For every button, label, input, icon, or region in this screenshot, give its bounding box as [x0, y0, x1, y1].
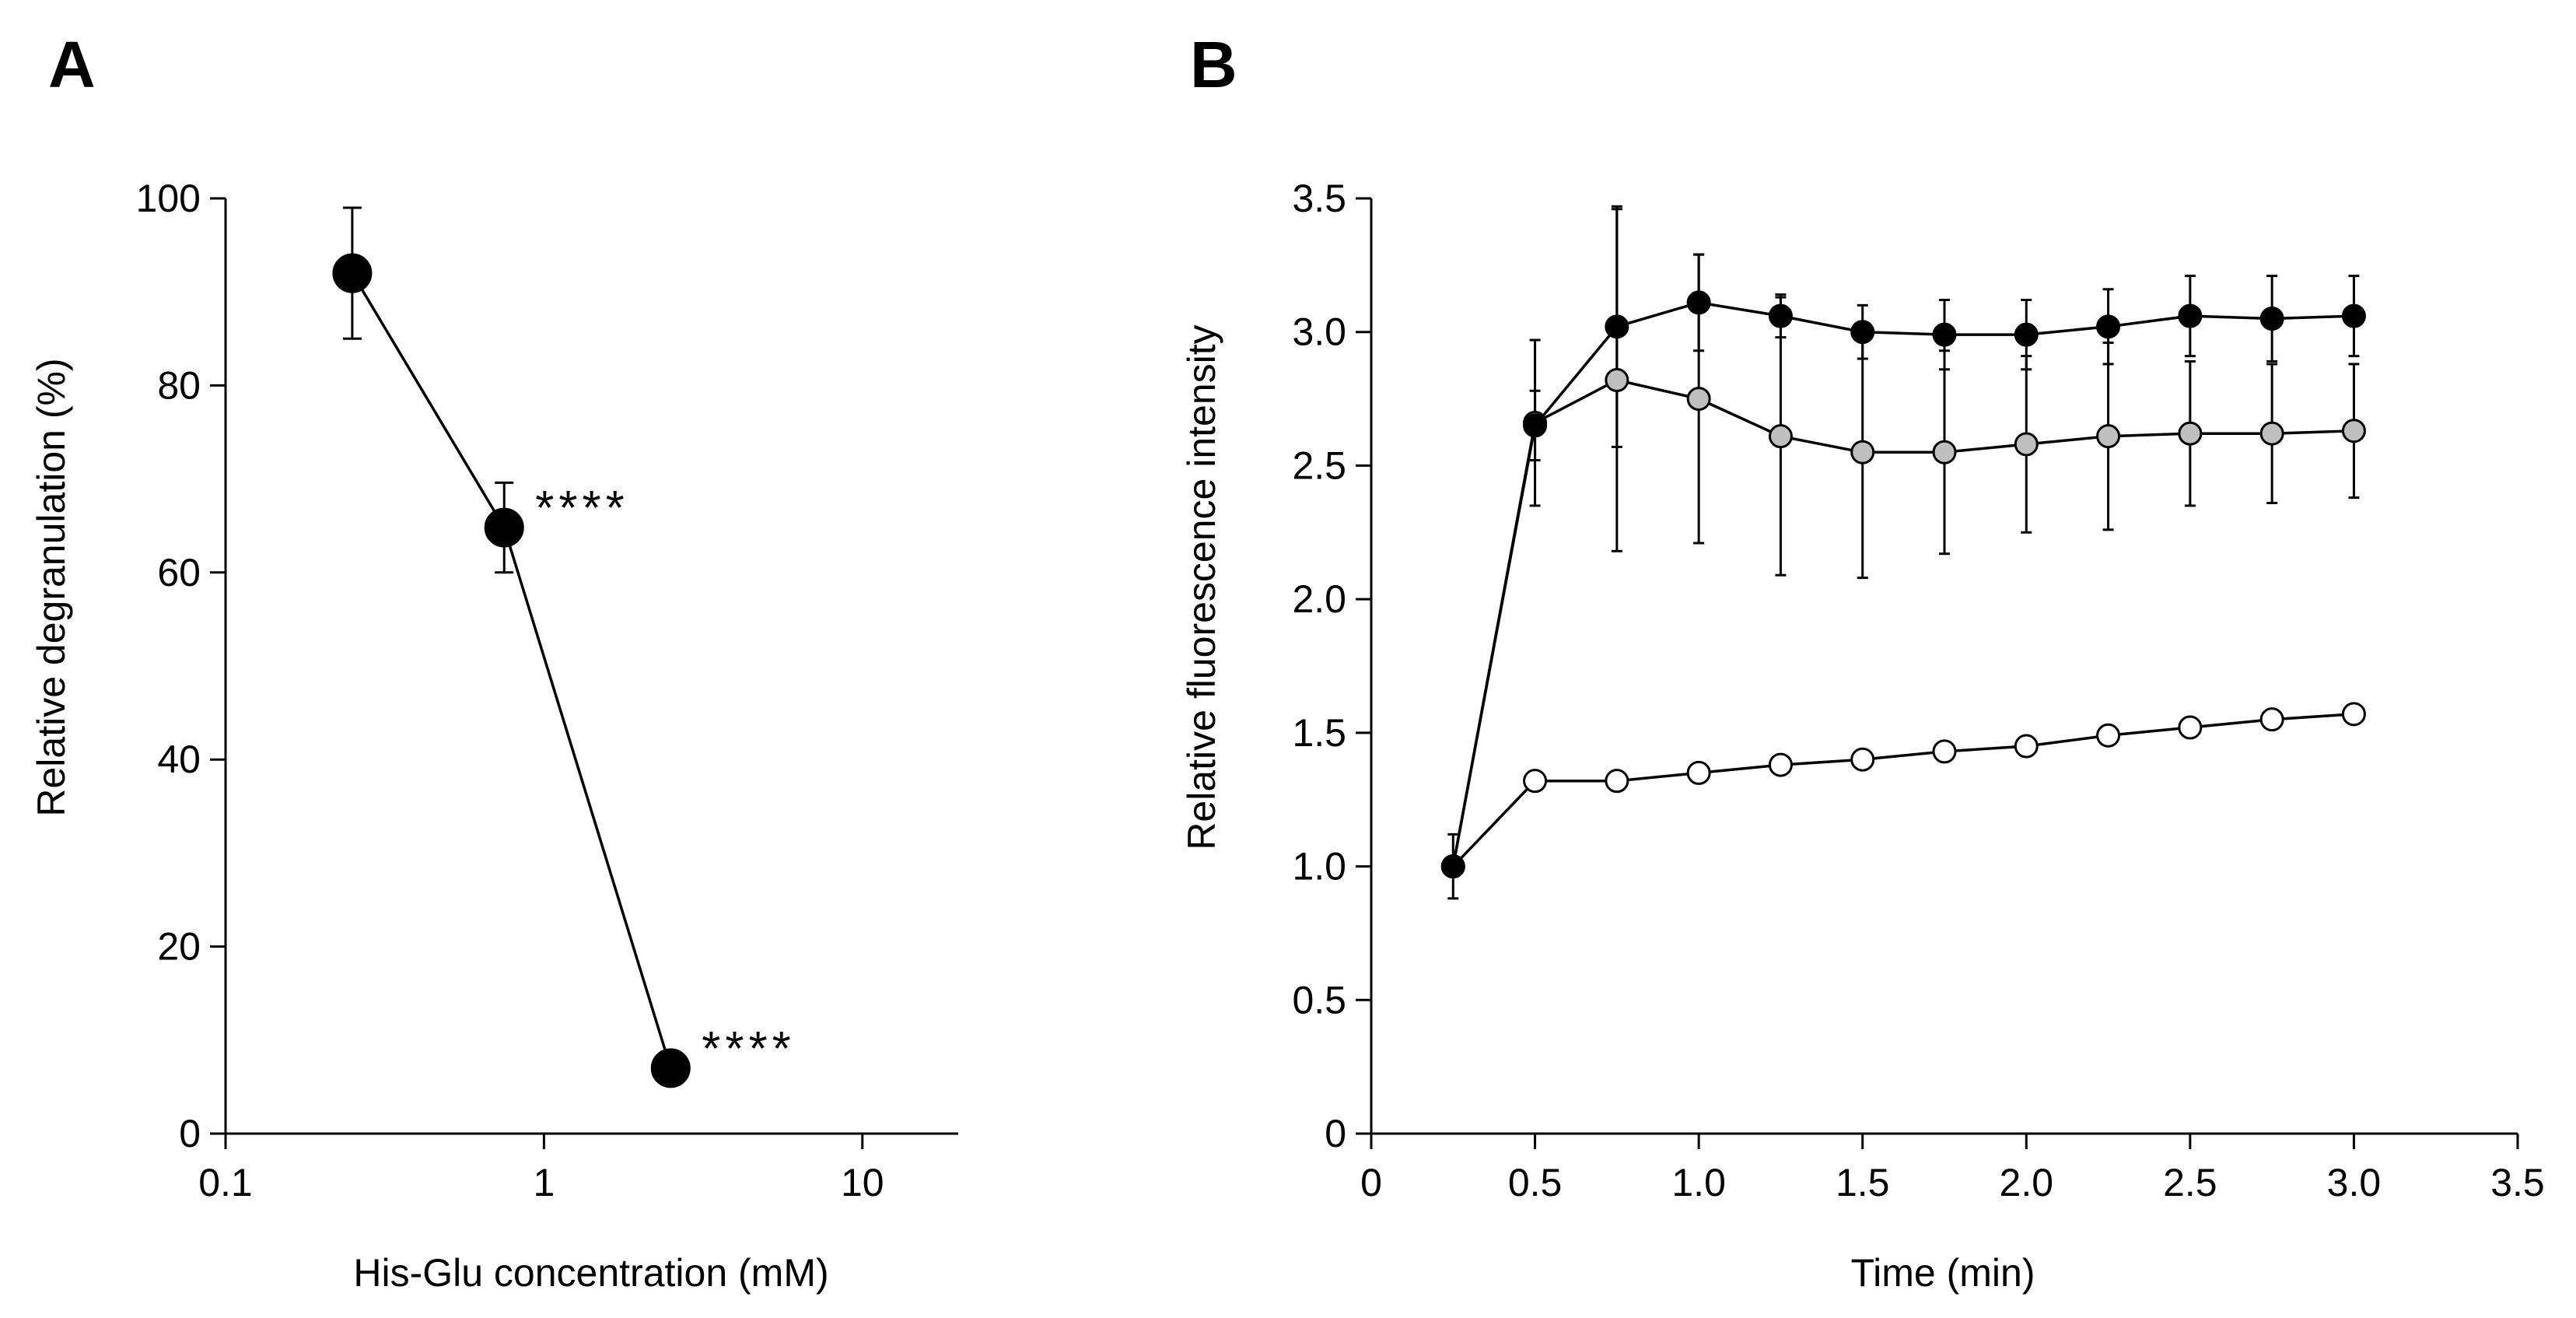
panel-b-data-point-white — [1768, 752, 1793, 777]
panel-b-data-point-black — [1686, 290, 1711, 315]
panel-b-y-tick-label: 3.0 — [1292, 310, 1346, 354]
panel-b-x-tick-label: 0.5 — [1508, 1161, 1563, 1204]
chart-panel-a: 0 20 40 60 80 100 0.1 1 10 **** **** His-Glu conc… — [30, 177, 958, 1295]
panel-b-data-point-black — [1850, 320, 1875, 345]
panel-b-x-tick-label: 1.0 — [1671, 1161, 1726, 1204]
panel-a-data-point — [650, 1048, 691, 1088]
panel-a-y-tick-label: 80 — [157, 363, 201, 407]
panel-a-x-axis-title: His-Glu concentration (mM) — [353, 1251, 828, 1295]
panel-b-y-tick-label: 0.5 — [1292, 978, 1346, 1022]
panel-b-data-point-black — [1768, 303, 1793, 328]
panel-a-x-tick-label: 10 — [841, 1161, 884, 1204]
panel-b-data-point-black — [2096, 314, 2121, 339]
panel-b-series-line-white — [1452, 713, 2354, 868]
panel-a-y-tick-label: 100 — [136, 177, 201, 220]
panel-b-marks — [1440, 205, 2366, 900]
panel-a-x-tick-label: 0.1 — [198, 1161, 253, 1204]
panel-b-data-point-gray — [2014, 432, 2039, 457]
panel-b-data-point-white — [1605, 769, 1629, 794]
panel-b-data-point-black — [1932, 322, 1957, 347]
panel-b-data-point-gray — [1932, 440, 1957, 464]
panel-b-data-point-white — [1850, 747, 1875, 772]
panel-b-series-line-gray — [1451, 378, 2354, 867]
panel-b-data-point-white — [2259, 707, 2284, 732]
panel-b-data-point-white — [2014, 734, 2039, 759]
panel-b-data-point-white — [1932, 739, 1957, 764]
chart-panel-b: 0 0.5 1.0 1.5 2.0 2.5 3.0 3.5 0 0.5 1.0 1.5 2.0 2.5 3.… — [1180, 177, 2545, 1295]
panel-b-data-point-gray — [1686, 387, 1711, 412]
panel-b-label: B — [1190, 28, 1237, 101]
panel-b-data-point-black — [2178, 303, 2203, 328]
panel-b-data-point-gray — [2178, 421, 2203, 446]
panel-b-data-point-black — [1523, 413, 1548, 438]
panel-a-y-tick-label: 0 — [179, 1112, 201, 1155]
panel-a-label: A — [48, 28, 96, 101]
panel-b-data-point-black — [2014, 322, 2039, 347]
panel-b-x-tick-label: 3.5 — [2490, 1161, 2545, 1204]
panel-b-data-point-gray — [2096, 424, 2121, 449]
panel-a-significance-label: **** — [535, 482, 629, 535]
panel-b-data-point-gray — [1605, 368, 1629, 393]
panel-b-data-point-black — [2259, 307, 2284, 331]
panel-b-data-point-gray — [1768, 424, 1793, 449]
panel-b-axes: 0 0.5 1.0 1.5 2.0 2.5 3.0 3.5 0 0.5 1.0 1.5 2.0 2.5 3.… — [1292, 177, 2544, 1204]
panel-b-data-point-black — [1605, 314, 1629, 339]
panel-b-data-point-black — [1440, 854, 1465, 879]
panel-b-x-tick-label: 2.5 — [2163, 1161, 2217, 1204]
panel-a-y-tick-label: 40 — [157, 738, 201, 781]
panel-b-x-tick-label: 2.0 — [2000, 1161, 2054, 1204]
panel-b-x-tick-label: 3.0 — [2327, 1161, 2382, 1204]
panel-a-y-tick-label: 60 — [157, 551, 201, 594]
panel-b-y-tick-label: 1.0 — [1292, 845, 1346, 889]
panel-b-y-tick-label: 2.0 — [1292, 577, 1346, 621]
panel-a-x-tick-label: 1 — [533, 1161, 555, 1204]
panel-b-y-tick-label: 1.5 — [1292, 711, 1346, 755]
panel-b-series-line-black — [1451, 301, 2354, 867]
panel-a-significance-label: **** — [702, 1022, 796, 1076]
panel-a-data-point — [484, 507, 524, 548]
panel-a-y-tick-label: 20 — [157, 925, 201, 969]
panel-a-axes: 0 20 40 60 80 100 0.1 1 10 — [136, 177, 958, 1204]
panel-b-data-point-white — [1523, 769, 1548, 794]
panel-b-x-tick-label: 1.5 — [1836, 1161, 1890, 1204]
panel-b-data-point-white — [1686, 760, 1711, 785]
panel-b-data-point-black — [2341, 303, 2366, 328]
panel-b-x-tick-label: 0 — [1360, 1161, 1382, 1204]
panel-b-data-point-white — [2096, 723, 2121, 748]
panel-a-marks: **** **** — [332, 206, 796, 1088]
panel-b-data-point-gray — [2341, 419, 2366, 443]
panel-b-data-point-white — [2178, 715, 2203, 740]
panel-a-y-axis-title: Relative degranulation (%) — [30, 358, 73, 816]
panel-b-y-tick-label: 2.5 — [1292, 443, 1346, 487]
panel-b-data-point-gray — [2259, 421, 2284, 446]
panel-a-series-line — [351, 272, 672, 1069]
panel-b-data-point-white — [2341, 702, 2366, 727]
panel-b-x-axis-title: Time (min) — [1850, 1251, 2035, 1295]
panel-b-y-axis-title: Relative fluorescence intensity — [1180, 324, 1223, 850]
panel-b-data-point-gray — [1850, 440, 1875, 464]
panel-b-y-tick-label: 3.5 — [1292, 177, 1346, 220]
panel-a-data-point — [332, 253, 373, 293]
panel-b-y-tick-label: 0 — [1325, 1112, 1346, 1155]
